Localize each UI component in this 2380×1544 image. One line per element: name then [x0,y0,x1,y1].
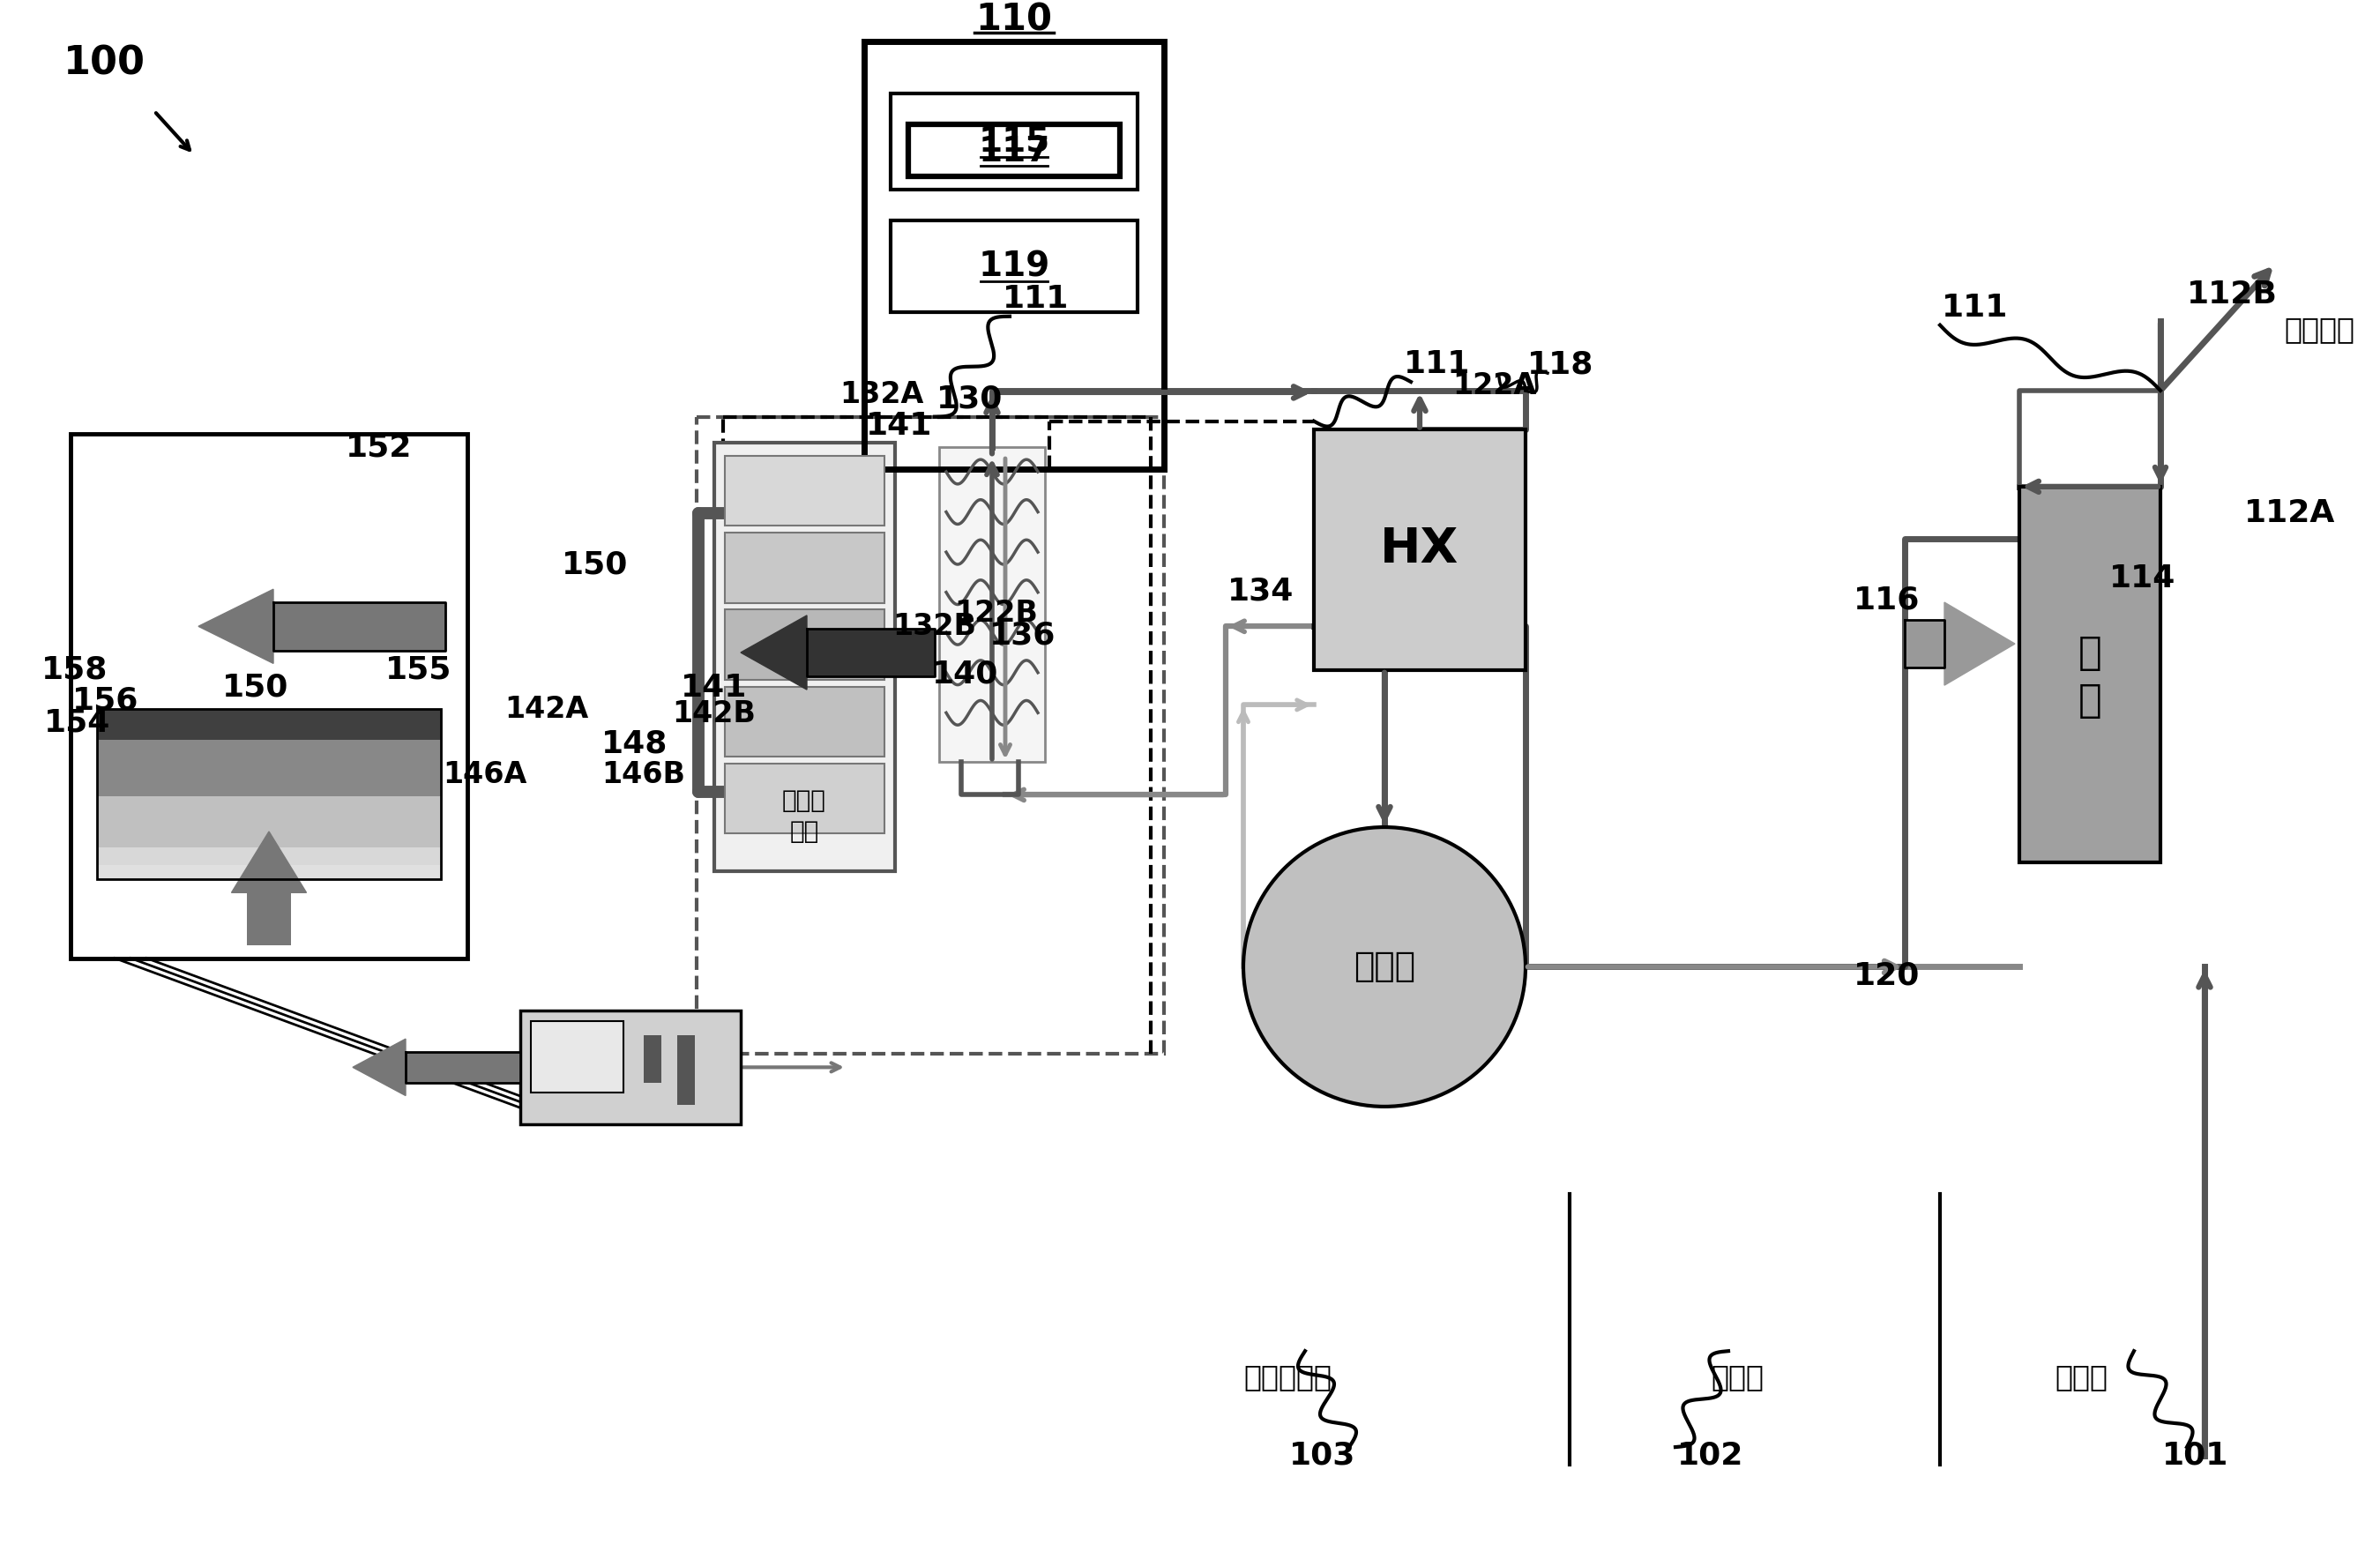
Bar [531,1021,624,1093]
Text: 130: 130 [938,384,1004,414]
Bar [405,1051,521,1082]
Text: 146A: 146A [443,760,526,789]
Text: 102: 102 [1678,1441,1745,1471]
Bar [864,42,1164,469]
Text: 118: 118 [1528,349,1595,380]
Bar [940,448,1045,761]
Bar [98,865,440,880]
Bar [521,1010,740,1124]
Text: 150: 150 [221,673,288,703]
Polygon shape [352,1039,405,1096]
Text: 塔: 塔 [2078,681,2102,720]
Text: 100: 100 [62,45,145,82]
Bar [98,709,440,740]
Polygon shape [198,590,274,664]
Polygon shape [740,616,807,690]
Text: 热量排出: 热量排出 [2285,315,2354,344]
Bar [98,740,440,797]
Text: 154: 154 [45,707,112,738]
Bar [890,94,1138,190]
Text: 机架: 机架 [790,820,819,845]
Bar [678,1034,695,1106]
Text: 148: 148 [602,729,669,760]
Bar [71,434,466,959]
Text: 工厂水: 工厂水 [2054,1363,2109,1391]
Text: 142B: 142B [674,699,757,729]
Bar [1904,619,1944,669]
Text: 122B: 122B [954,599,1038,628]
Text: 112B: 112B [2187,279,2278,309]
Text: 120: 120 [1854,960,1921,991]
Text: 150: 150 [562,550,628,581]
Text: 122A: 122A [1452,372,1537,401]
Bar [890,221,1138,312]
Text: 142A: 142A [505,695,588,724]
Polygon shape [1944,602,2016,686]
Bar [697,417,1164,1055]
Text: 103: 103 [1290,1441,1357,1471]
Bar [248,892,290,945]
Text: 服务器大厅: 服务器大厅 [1242,1363,1330,1391]
Text: 146B: 146B [602,760,685,789]
Text: 111: 111 [1942,293,2009,323]
Polygon shape [231,832,307,892]
Text: 152: 152 [345,432,412,462]
Text: 111: 111 [1404,349,1471,380]
Text: 136: 136 [990,621,1057,650]
Bar [726,455,885,527]
Bar [726,610,885,679]
Circle shape [1242,828,1526,1107]
Text: 制冷机: 制冷机 [1354,950,1416,984]
Bar [98,797,440,848]
Bar [98,709,440,880]
Text: 冷: 冷 [2078,633,2102,672]
Text: 112A: 112A [2244,497,2335,528]
Text: 158: 158 [43,655,107,686]
Text: 132B: 132B [892,611,976,641]
Text: 141: 141 [866,411,933,440]
Text: 132A: 132A [840,380,923,409]
Bar [807,628,935,676]
Bar [2018,486,2161,862]
Text: 工艺水: 工艺水 [1711,1363,1764,1391]
Bar [1314,429,1526,670]
Bar [726,533,885,602]
Text: 服务器: 服务器 [783,789,826,814]
Text: 134: 134 [1228,576,1295,607]
Bar [726,687,885,757]
Bar [714,443,895,871]
Text: 140: 140 [933,659,1000,689]
Text: 115: 115 [978,125,1050,159]
Text: 114: 114 [2109,564,2175,593]
Bar [909,124,1121,176]
Bar [643,1034,662,1082]
Text: HX: HX [1380,525,1459,573]
Text: 119: 119 [978,250,1050,284]
Text: 110: 110 [976,2,1052,39]
Text: 117: 117 [978,134,1050,168]
Text: 155: 155 [386,655,452,686]
Text: 141: 141 [681,673,747,703]
Bar [274,602,445,650]
Text: 116: 116 [1854,585,1921,615]
Text: 101: 101 [2163,1441,2230,1471]
Text: 156: 156 [71,686,138,715]
Text: 111: 111 [1002,284,1069,313]
Bar [98,848,440,865]
Bar [726,763,885,834]
